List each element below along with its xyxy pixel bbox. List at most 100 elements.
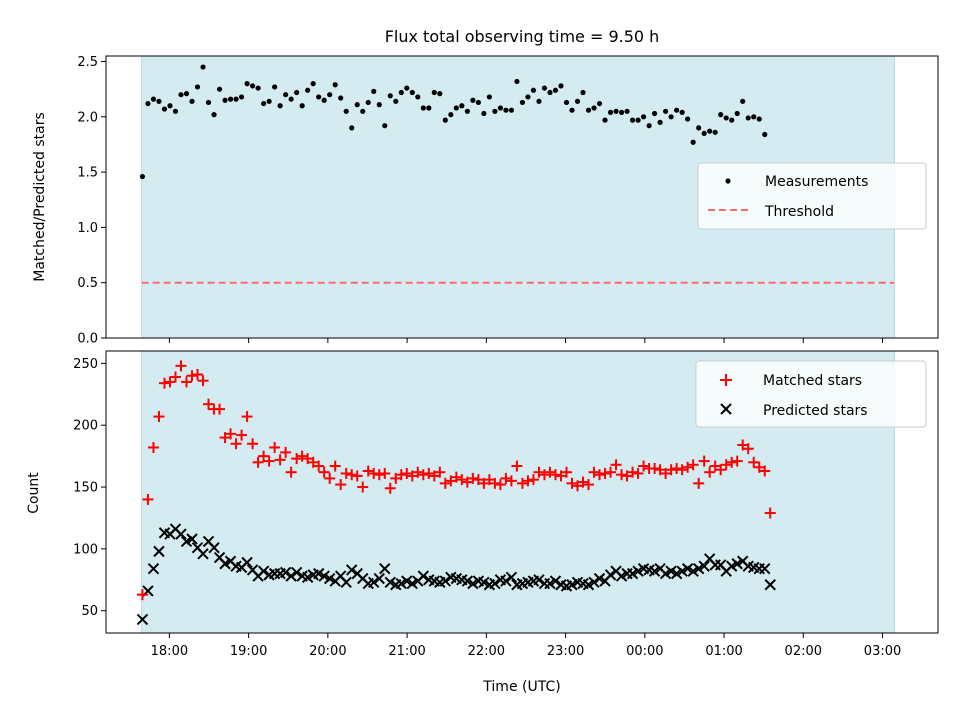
- measurement-point: [745, 115, 751, 121]
- matched-star-point: [368, 467, 380, 479]
- measurement-point: [310, 81, 316, 87]
- predicted-star-point: [439, 575, 452, 587]
- bottom-y-tick-label: 200: [73, 419, 98, 434]
- matched-star-point: [313, 460, 325, 472]
- measurement-point: [404, 85, 410, 91]
- matched-star-point: [720, 459, 732, 471]
- matched-star-point: [274, 454, 286, 466]
- measurement-point: [183, 91, 190, 97]
- measurement-point: [316, 94, 322, 100]
- legend-matched-marker: [720, 374, 732, 386]
- matched-star-point: [147, 441, 159, 453]
- measurement-point: [646, 123, 652, 129]
- measurement-point: [343, 108, 349, 114]
- measurement-point: [305, 87, 311, 93]
- measurement-point: [249, 83, 256, 89]
- matched-star-point: [439, 477, 451, 489]
- measurement-point: [541, 85, 548, 91]
- top-y-tick-label: 0.5: [77, 276, 98, 291]
- matched-star-point: [197, 375, 209, 387]
- matched-star-point: [302, 453, 314, 465]
- matched-star-point: [715, 464, 727, 476]
- predicted-star-point: [285, 570, 297, 582]
- matched-star-point: [373, 469, 385, 481]
- measurement-point: [398, 89, 404, 96]
- matched-star-point: [219, 432, 231, 444]
- measurement-point: [525, 94, 531, 100]
- measurement-point: [629, 117, 636, 123]
- matched-star-point: [704, 466, 716, 478]
- x-tick-label: 20:00: [309, 644, 346, 659]
- matched-star-point: [181, 376, 193, 388]
- matched-star-point: [362, 465, 374, 477]
- matched-star-point: [153, 411, 165, 423]
- top-y-ticks: 0.0 0.5 1.0 1.5 2.0 2.5: [77, 55, 106, 347]
- legend-threshold-label: Threshold: [764, 204, 834, 220]
- predicted-star-point: [197, 548, 209, 560]
- matched-star-point: [731, 455, 743, 467]
- predicted-star-point: [500, 575, 512, 587]
- measurement-point: [156, 98, 162, 104]
- measurement-point: [393, 98, 399, 104]
- measurement-point: [762, 131, 768, 138]
- measurement-point: [718, 112, 724, 118]
- measurement-point: [321, 97, 327, 103]
- measurement-point: [751, 114, 757, 120]
- matched-star-point: [263, 455, 275, 467]
- measurement-point: [453, 105, 459, 111]
- matched-star-point: [186, 370, 198, 382]
- predicted-star-point: [136, 613, 149, 626]
- measurement-point: [519, 99, 526, 106]
- matched-star-point: [247, 438, 259, 450]
- matched-star-point: [285, 466, 297, 478]
- matched-star-point: [379, 467, 391, 479]
- legend-matched-label: Matched stars: [763, 373, 862, 389]
- measurement-point: [178, 92, 184, 98]
- matched-star-point: [252, 456, 264, 468]
- matched-star-point: [142, 493, 154, 505]
- measurement-point: [475, 99, 481, 106]
- matched-star-point: [175, 360, 187, 372]
- legend-measurements-marker: [725, 178, 731, 184]
- measurement-point: [613, 108, 619, 114]
- matched-star-point: [555, 470, 567, 482]
- matched-star-point: [324, 472, 336, 484]
- matched-star-point: [412, 466, 424, 478]
- top-y-tick-label: 1.0: [77, 221, 98, 236]
- matched-star-point: [660, 467, 672, 479]
- matched-star-point: [158, 377, 170, 389]
- measurement-point: [145, 100, 151, 107]
- measurement-point: [464, 108, 470, 114]
- measurement-point: [536, 98, 542, 104]
- predicted-star-point: [290, 566, 303, 579]
- matched-star-point: [737, 439, 749, 451]
- matched-star-point: [241, 411, 253, 423]
- predicted-star-point: [175, 528, 187, 540]
- matched-star-point: [621, 470, 633, 482]
- measurement-point: [729, 117, 735, 123]
- measurement-point: [618, 109, 625, 115]
- matched-star-point: [726, 456, 738, 468]
- matched-star-point: [472, 474, 484, 486]
- matched-star-point: [478, 477, 490, 489]
- matched-star-point: [428, 470, 440, 482]
- bottom-y-axis-label: Count: [26, 472, 42, 514]
- matched-star-point: [516, 477, 528, 489]
- measurement-point: [244, 81, 250, 87]
- predicted-star-point: [147, 562, 160, 575]
- predicted-star-point: [549, 575, 562, 587]
- predicted-star-point: [533, 574, 545, 586]
- matched-star-point: [307, 456, 319, 468]
- measurement-point: [189, 98, 195, 104]
- matched-star-point: [616, 469, 628, 481]
- matched-star-point: [687, 459, 699, 471]
- measurement-point: [238, 94, 245, 100]
- matched-star-point: [572, 480, 584, 492]
- matched-star-point: [318, 466, 330, 478]
- matched-star-point: [258, 450, 270, 462]
- matched-star-point: [434, 466, 446, 478]
- measurement-point: [580, 89, 586, 96]
- measurement-point: [255, 85, 261, 91]
- matched-star-point: [395, 469, 407, 481]
- matched-star-point: [566, 477, 578, 489]
